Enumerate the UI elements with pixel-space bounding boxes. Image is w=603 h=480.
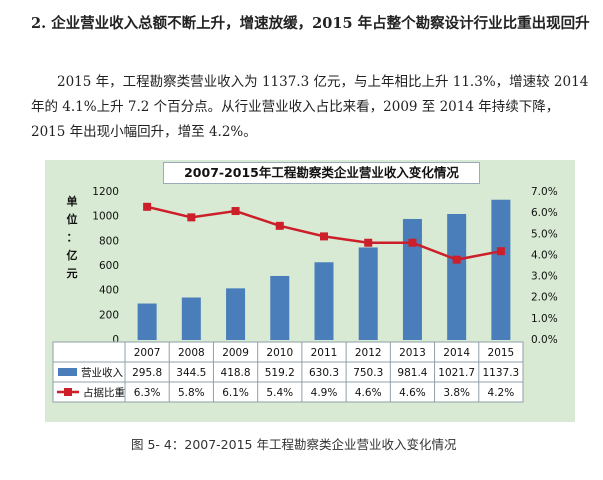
data-label-revenue: 750.3: [353, 367, 383, 379]
left-axis-tick-label: 800: [99, 235, 119, 247]
left-axis-tick-label: 600: [99, 260, 119, 272]
right-axis-tick-label: 0.0%: [531, 334, 558, 346]
point-share-2014: [452, 255, 461, 264]
point-share-2007: [143, 202, 152, 211]
right-axis-tick-label: 5.0%: [531, 228, 558, 240]
data-label-revenue: 418.8: [221, 367, 251, 379]
x-axis-category-label: 2013: [399, 347, 426, 359]
data-label-share: 4.2%: [488, 387, 515, 399]
y-axis-label-char: ：: [67, 231, 78, 244]
chart-title: 2007-2015年工程勘察类企业营业收入变化情况: [163, 162, 480, 184]
bar-revenue-2013: [402, 218, 422, 340]
data-label-revenue: 981.4: [397, 367, 427, 379]
y-axis-label-char: 位: [67, 212, 78, 226]
right-axis-tick-label: 7.0%: [531, 186, 558, 198]
point-share-2009: [231, 207, 240, 216]
point-share-2011: [320, 232, 328, 241]
y-axis-label-char: 亿: [67, 248, 78, 262]
right-axis-tick-label: 2.0%: [531, 292, 558, 304]
bar-revenue-2015: [491, 199, 511, 340]
data-label-revenue: 630.3: [309, 367, 339, 379]
legend-share-label: 占据比重: [83, 386, 125, 399]
x-axis-category-label: 2015: [488, 347, 515, 359]
data-label-share: 6.1%: [222, 387, 249, 399]
right-axis-tick-label: 4.0%: [531, 249, 558, 261]
point-share-2015: [496, 247, 505, 256]
x-axis-category-label: 2012: [355, 347, 382, 359]
left-axis-tick-label: 1000: [92, 211, 119, 223]
data-label-share: 4.6%: [399, 387, 426, 399]
bar-revenue-2010: [270, 275, 290, 340]
bar-revenue-2009: [226, 288, 246, 340]
x-axis-category-label: 2008: [178, 347, 205, 359]
left-axis-tick-label: 400: [99, 285, 119, 297]
right-axis-tick-label: 6.0%: [531, 207, 558, 219]
left-axis-tick-label: 200: [99, 309, 119, 321]
figure-caption: 图 5- 4：2007-2015 年工程勘察类企业营业收入变化情况: [131, 437, 457, 452]
body-paragraph: 2015 年，工程勘察类营业收入为 1137.3 亿元，与上年相比上升 11.3…: [31, 74, 589, 140]
bar-revenue-2012: [358, 247, 378, 340]
chart-svg: 0 200 400 600 800 1000 1200 0.0% 1.0% 2.0% 3.0% 4.0…: [52, 186, 558, 403]
left-axis-tick-label: 1200: [92, 186, 119, 198]
point-share-2008: [187, 213, 196, 222]
x-axis-category-label: 2009: [222, 347, 249, 359]
right-axis-tick-label: 1.0%: [531, 313, 558, 325]
x-axis-category-label: 2011: [311, 347, 338, 359]
chart-area: 2007-2015年工程勘察类企业营业收入变化情况 0 200 400 600 800 1…: [45, 160, 575, 422]
point-share-2013: [408, 238, 417, 247]
x-axis-category-label: 2010: [266, 347, 293, 359]
data-label-share: 6.3%: [134, 387, 161, 399]
bar-revenue-2011: [314, 262, 334, 340]
data-label-revenue: 1021.7: [438, 367, 475, 379]
y-axis-label-char: 单: [67, 194, 78, 208]
data-label-share: 5.4%: [266, 387, 293, 399]
left-axis-tick-label: 0: [112, 334, 119, 346]
data-label-share: 5.8%: [178, 387, 205, 399]
data-label-share: 4.9%: [311, 387, 338, 399]
y-axis-label-char: 元: [67, 267, 78, 280]
data-label-share: 3.8%: [443, 387, 470, 399]
data-label-revenue: 344.5: [176, 367, 206, 379]
x-axis-category-label: 2014: [443, 347, 470, 359]
data-label-revenue: 519.2: [265, 367, 295, 379]
legend-share-marker: [64, 388, 72, 396]
point-share-2010: [275, 221, 284, 230]
bar-revenue-2007: [137, 303, 157, 340]
x-axis-category-label: 2007: [134, 347, 161, 359]
point-share-2012: [364, 238, 373, 247]
legend-revenue-label: 营业收入: [81, 366, 123, 379]
bar-revenue-2008: [181, 297, 201, 340]
bar-revenue-2014: [447, 213, 467, 340]
data-label-revenue: 1137.3: [483, 367, 520, 379]
section-heading: 2. 企业营业收入总额不断上升，增速放缓，2015 年占整个勘察设计行业比重出现…: [31, 15, 590, 32]
right-axis-tick-label: 3.0%: [531, 271, 558, 283]
data-label-share: 4.6%: [355, 387, 382, 399]
legend-revenue-swatch: [58, 368, 77, 376]
data-label-revenue: 295.8: [132, 367, 162, 379]
